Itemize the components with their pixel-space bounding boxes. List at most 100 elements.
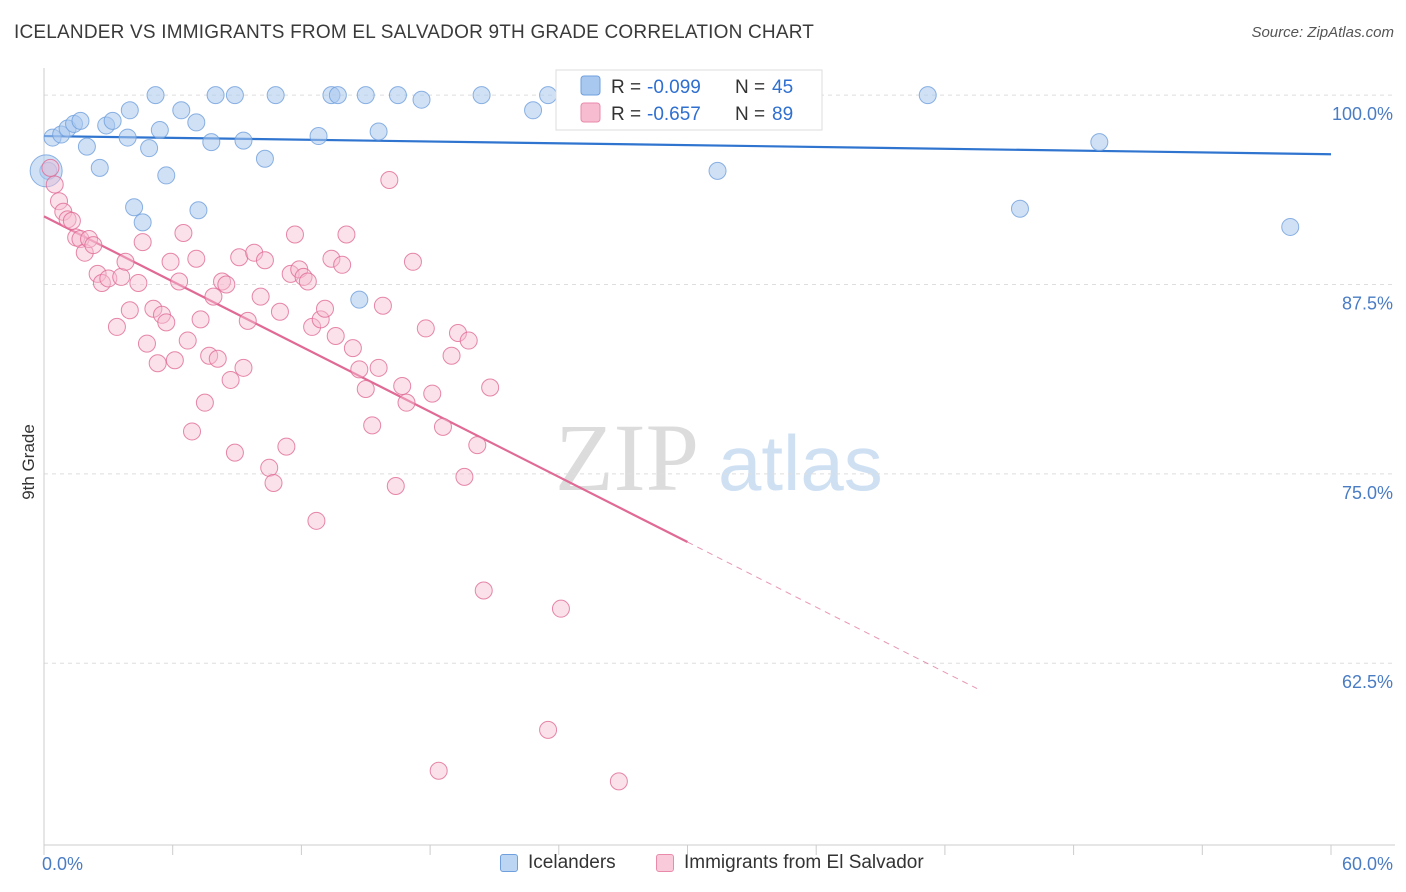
- point-el-salvador: [551, 599, 570, 618]
- bottom-legend-item-el-salvador: Immigrants from El Salvador: [656, 852, 924, 874]
- point-el-salvador: [337, 225, 356, 244]
- point-el-salvador: [373, 296, 392, 315]
- point-icelanders: [140, 139, 159, 158]
- point-icelanders: [524, 101, 543, 120]
- y-tick-label: 62.5%: [1342, 672, 1393, 692]
- point-el-salvador: [251, 287, 270, 306]
- point-el-salvador: [416, 319, 435, 338]
- point-icelanders: [918, 86, 937, 105]
- point-icelanders: [1090, 133, 1109, 152]
- point-el-salvador: [238, 311, 257, 330]
- point-el-salvador: [170, 272, 189, 291]
- point-el-salvador: [225, 443, 244, 462]
- point-icelanders: [350, 290, 369, 309]
- x-tick-label: 0.0%: [42, 854, 83, 874]
- point-icelanders: [77, 137, 96, 156]
- chart-title: ICELANDER VS IMMIGRANTS FROM EL SALVADOR…: [14, 22, 815, 43]
- point-el-salvador: [369, 358, 388, 377]
- point-el-salvador: [191, 310, 210, 329]
- point-el-salvador: [459, 331, 478, 350]
- point-el-salvador: [133, 233, 152, 252]
- point-el-salvador: [609, 772, 628, 791]
- point-el-salvador: [285, 225, 304, 244]
- y-tick-label: 75.0%: [1342, 483, 1393, 503]
- point-el-salvador: [298, 272, 317, 291]
- point-el-salvador: [157, 313, 176, 332]
- point-el-salvador: [208, 349, 227, 368]
- point-el-salvador: [260, 458, 279, 477]
- legend-n-value-1: 45: [772, 77, 793, 98]
- point-icelanders: [172, 101, 191, 120]
- legend-swatch-icelanders: [580, 75, 601, 96]
- point-icelanders: [90, 158, 109, 177]
- point-el-salvador: [50, 192, 69, 211]
- y-axis-label: 9th Grade: [19, 424, 38, 500]
- point-el-salvador: [277, 437, 296, 456]
- legend: R = -0.099 N = 45 R = -0.657 N = 89: [555, 69, 823, 131]
- point-icelanders: [125, 198, 144, 217]
- point-el-salvador: [403, 252, 422, 271]
- point-icelanders: [255, 149, 274, 168]
- point-el-salvador: [539, 720, 558, 739]
- point-el-salvador: [99, 269, 118, 288]
- point-icelanders: [369, 122, 388, 141]
- point-icelanders: [708, 161, 727, 180]
- point-el-salvador: [386, 476, 405, 495]
- point-icelanders: [1281, 217, 1300, 236]
- point-icelanders: [133, 213, 152, 232]
- point-el-salvador: [350, 360, 369, 379]
- point-icelanders: [189, 201, 208, 220]
- point-el-salvador: [178, 331, 197, 350]
- point-icelanders: [225, 86, 244, 105]
- y-tick-label: 87.5%: [1342, 294, 1393, 314]
- point-el-salvador: [363, 416, 382, 435]
- legend-swatch-el-salvador: [580, 102, 601, 123]
- point-el-salvador: [195, 393, 214, 412]
- trend-lines: [43, 134, 1332, 690]
- point-el-salvador: [264, 473, 283, 492]
- point-icelanders: [328, 86, 347, 105]
- point-icelanders: [206, 86, 225, 105]
- x-tick-label: 60.0%: [1342, 854, 1393, 874]
- point-el-salvador: [129, 273, 148, 292]
- point-el-salvador: [423, 384, 442, 403]
- point-el-salvador: [455, 467, 474, 486]
- point-el-salvador: [481, 378, 500, 397]
- y-tick-label: 100.0%: [1332, 104, 1393, 124]
- bottom-legend-label-el-salvador: Immigrants from El Salvador: [684, 852, 924, 873]
- point-el-salvador: [62, 211, 81, 230]
- point-el-salvador: [174, 224, 193, 242]
- source-label: Source: ZipAtlas.com: [1251, 24, 1394, 41]
- point-icelanders: [412, 90, 431, 109]
- point-icelanders: [120, 101, 139, 120]
- trend-line-el-salvador: [43, 215, 688, 544]
- point-el-salvador: [448, 323, 467, 342]
- point-el-salvador: [137, 334, 156, 353]
- point-el-salvador: [393, 377, 412, 395]
- legend-n-value-2: 89: [772, 104, 793, 125]
- point-el-salvador: [187, 249, 206, 268]
- point-el-salvador: [45, 175, 64, 194]
- point-el-salvador: [326, 327, 345, 346]
- point-el-salvador: [230, 248, 249, 267]
- point-el-salvador: [343, 339, 362, 358]
- point-el-salvador: [429, 761, 448, 780]
- point-el-salvador: [183, 422, 202, 441]
- point-icelanders: [266, 86, 285, 105]
- trend-line-icelanders: [43, 134, 1332, 156]
- point-el-salvador: [474, 581, 493, 600]
- bottom-legend-label-icelanders: Icelanders: [528, 852, 616, 873]
- point-el-salvador: [204, 287, 223, 306]
- point-el-salvador: [245, 243, 264, 262]
- point-icelanders: [118, 128, 137, 147]
- point-el-salvador: [234, 358, 253, 377]
- point-icelanders: [150, 120, 169, 139]
- point-el-salvador: [84, 236, 103, 255]
- point-el-salvador: [221, 370, 240, 389]
- point-el-salvador: [165, 351, 184, 370]
- data-points: [29, 86, 1300, 791]
- point-icelanders: [472, 86, 491, 105]
- point-el-salvador: [356, 380, 375, 399]
- point-el-salvador: [333, 255, 352, 274]
- point-el-salvador: [120, 301, 139, 320]
